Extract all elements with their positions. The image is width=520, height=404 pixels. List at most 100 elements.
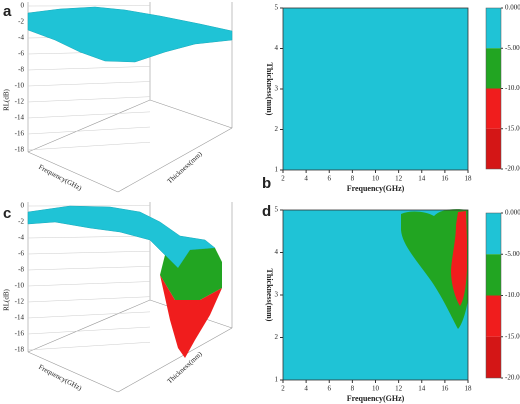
axis-line: [27, 351, 119, 393]
colorbar-label: -20.00: [505, 165, 520, 173]
z-tick-label: -2: [18, 218, 24, 226]
colorbar-band: [486, 48, 501, 89]
y-axis-title: Thickness(mm): [265, 63, 274, 116]
axes-front: a2 4 6 8 10 12 14 16 1812345Frequency(GHz)Thickn…: [3, 3, 520, 403]
x-tick-label: 4: [304, 385, 308, 393]
y-tick-label: 5: [275, 4, 279, 12]
x-axis-title: Frequency(GHz): [347, 394, 405, 403]
panel-label: a: [3, 3, 12, 20]
axis-line: [117, 327, 233, 393]
x-tick-label: 14: [418, 385, 426, 393]
colorbar-label: -5.000: [505, 250, 520, 258]
x-tick-label: 2: [281, 385, 285, 393]
x-axis-title: Frequency(GHz): [37, 163, 83, 193]
grid-line: [27, 111, 151, 119]
grid-line: [27, 311, 151, 319]
y-tick-label: 5: [275, 206, 279, 214]
x-tick-label: 16: [441, 385, 449, 393]
surface: [160, 275, 222, 358]
grid-line: [27, 250, 151, 255]
grid-line: [27, 81, 151, 87]
grid-line: [27, 281, 151, 287]
y-tick-label: 2: [275, 125, 279, 133]
z-tick-label: -12: [15, 298, 25, 306]
x-tick-label: 8: [351, 175, 355, 183]
colorbar-label: -15.00: [505, 332, 520, 340]
z-tick-label: -6: [18, 250, 24, 258]
grid-line: [27, 66, 151, 71]
x-tick-label: 16: [441, 175, 449, 183]
z-tick-label: 0: [21, 2, 25, 10]
x-tick-label: 8: [351, 385, 355, 393]
x-tick-label: 4: [304, 175, 308, 183]
colorbar-band: [486, 336, 501, 378]
colorbar-label: -15.00: [505, 124, 520, 132]
y-axis-title: Thickness(mm): [166, 150, 204, 186]
grid-line: [27, 235, 151, 239]
colorbar-label: 0.000: [505, 4, 520, 12]
z-tick-label: -12: [15, 98, 25, 106]
x-tick-label: 12: [395, 175, 403, 183]
z-axis-title: RL(dB): [3, 88, 11, 110]
axis-line: [27, 299, 151, 353]
colorbar-band: [486, 8, 501, 49]
x-tick-label: 12: [395, 385, 403, 393]
grid-line: [27, 296, 151, 303]
y-tick-label: 1: [275, 166, 279, 174]
colorbar-band: [486, 254, 501, 296]
grid-line: [27, 266, 151, 271]
colorbar-band: [486, 295, 501, 337]
colorbar-label: -10.00: [505, 291, 520, 299]
z-tick-label: -8: [18, 66, 24, 74]
z-tick-label: -16: [15, 330, 25, 338]
z-tick-label: -6: [18, 50, 24, 58]
z-axis-title: RL(dB): [3, 288, 11, 310]
x-tick-label: 14: [418, 175, 426, 183]
x-tick-label: 10: [372, 385, 380, 393]
grid-line: [27, 341, 151, 351]
surface: [160, 248, 222, 300]
x-axis-title: Frequency(GHz): [37, 363, 83, 393]
panel-label: d: [262, 203, 271, 220]
y-tick-label: 4: [275, 44, 279, 52]
z-tick-label: -8: [18, 266, 24, 274]
z-tick-label: -14: [15, 114, 25, 122]
z-tick-label: -10: [15, 282, 25, 290]
colorbar-label: -20.00: [505, 374, 520, 382]
z-tick-label: -14: [15, 314, 25, 322]
colorbar-label: 0.000: [505, 209, 520, 217]
y-tick-label: 3: [275, 291, 279, 299]
x-tick-label: 6: [328, 175, 332, 183]
axis-line: [27, 151, 119, 193]
x-tick-label: 18: [465, 175, 473, 183]
surface: [27, 6, 233, 63]
contour-region: [401, 209, 468, 329]
x-tick-label: 2: [281, 175, 285, 183]
grid-line: [27, 96, 151, 103]
y-axis-title: Thickness(mm): [265, 269, 274, 322]
z-tick-label: -16: [15, 130, 25, 138]
grid-line: [27, 141, 151, 151]
axis-line: [27, 99, 151, 153]
z-tick-label: -10: [15, 82, 25, 90]
colorbar-frame: [485, 212, 502, 379]
x-tick-label: 10: [372, 175, 380, 183]
colorbar-band: [486, 213, 501, 255]
x-tick-label: 18: [465, 385, 473, 393]
panel-label: c: [3, 205, 11, 222]
z-tick-label: -4: [18, 34, 24, 42]
z-tick-label: 0: [21, 202, 25, 210]
colorbar-label: -10.00: [505, 84, 520, 92]
panel-label: b: [262, 175, 271, 192]
x-axis-title: Frequency(GHz): [347, 184, 405, 193]
contour-region: [451, 211, 467, 306]
z-tick-label: -2: [18, 18, 24, 26]
colorbar-band: [486, 128, 501, 169]
z-tick-label: -4: [18, 234, 24, 242]
contour-fill: [283, 8, 468, 170]
colorbar-frame: [485, 7, 502, 170]
grid-line: [27, 326, 151, 335]
z-tick-label: -18: [15, 146, 25, 154]
